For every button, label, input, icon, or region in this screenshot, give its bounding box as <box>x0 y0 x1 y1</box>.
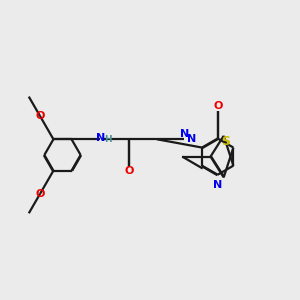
Text: O: O <box>35 111 45 121</box>
Text: H: H <box>104 135 112 144</box>
Text: N: N <box>213 180 222 190</box>
Text: O: O <box>124 166 134 176</box>
Text: S: S <box>221 135 230 148</box>
Text: O: O <box>213 101 222 111</box>
Text: O: O <box>35 189 45 199</box>
Text: N: N <box>96 133 105 143</box>
Text: N: N <box>180 129 189 139</box>
Text: N: N <box>187 134 196 144</box>
